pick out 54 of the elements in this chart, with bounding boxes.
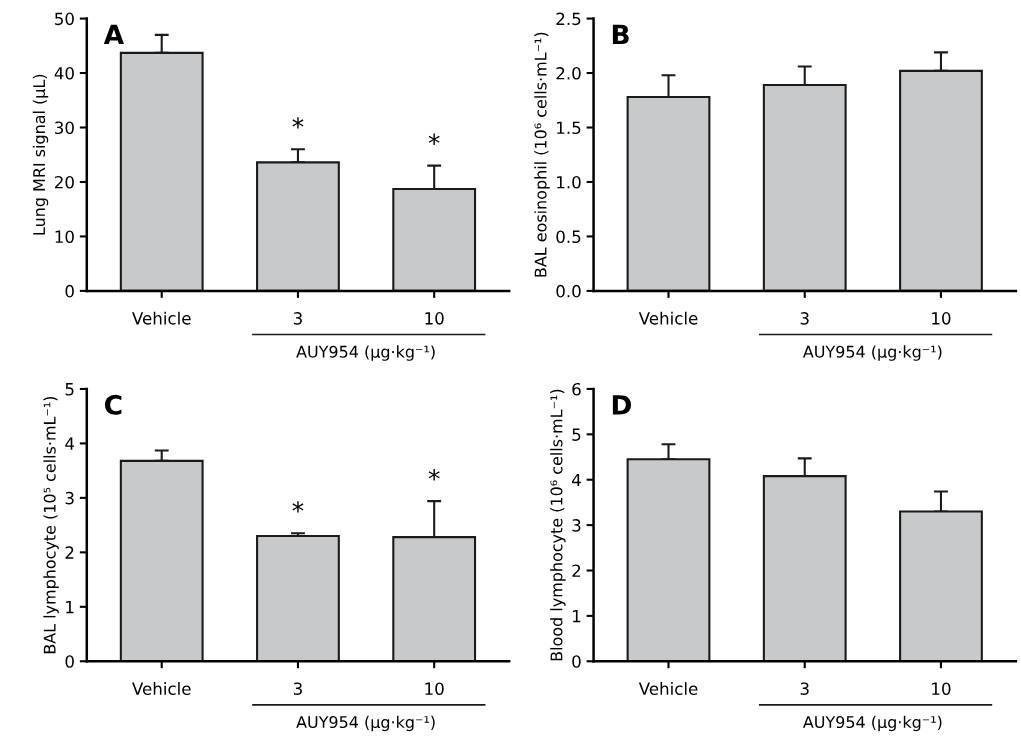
y-tick-label: 2.0	[556, 67, 581, 80]
chart-title: A	[103, 24, 124, 45]
x-tick-label: 10	[932, 312, 951, 325]
x-axis-title: AUY954 (µg·kg⁻¹)	[802, 715, 942, 732]
y-tick-label: 0.5	[556, 230, 581, 244]
x-tick-label: Vehicle	[638, 682, 698, 695]
annotation: *	[292, 501, 304, 513]
y-tick-label: 2	[65, 546, 74, 559]
y-tick-label: 5	[572, 428, 581, 441]
y-tick-label: 2.5	[556, 12, 581, 26]
x-axis-title: AUY954 (µg·kg⁻¹)	[802, 345, 942, 361]
y-tick-label: 3	[572, 519, 581, 532]
annotation: *	[428, 133, 440, 145]
y-tick-label: 3	[65, 491, 74, 505]
x-tick-label: 3	[293, 312, 302, 325]
y-tick-label: 0.0	[556, 284, 581, 298]
y-tick-label: 1.5	[557, 121, 581, 135]
chart-title: C	[104, 394, 122, 415]
y-tick-label: 40	[54, 67, 74, 80]
y-tick-label: 30	[55, 121, 74, 135]
x-tick-label: Vehicle	[132, 682, 191, 695]
y-tick-label: 1.0	[557, 175, 581, 189]
x-tick-label: Vehicle	[638, 311, 698, 325]
y-tick-label: 1	[572, 610, 581, 623]
y-axis-title: BAL eosinophil (10⁶ cells·mL⁻¹)	[534, 32, 550, 277]
x-tick-label: 10	[932, 682, 951, 695]
annotation: *	[292, 117, 304, 129]
x-tick-label: 3	[800, 312, 809, 325]
x-tick-label: 10	[425, 682, 444, 695]
y-tick-label: 10	[55, 230, 74, 244]
y-tick-label: 4	[571, 473, 581, 487]
x-tick-label: 3	[800, 682, 809, 695]
y-tick-label: 0	[572, 655, 581, 668]
y-tick-label: 6	[572, 382, 581, 396]
annotation: *	[428, 469, 440, 481]
chart-title: D	[612, 395, 631, 415]
y-tick-label: 50	[55, 12, 74, 26]
y-tick-label: 2	[572, 564, 581, 577]
y-tick-label: 0	[65, 284, 74, 298]
y-tick-label: 4	[65, 437, 75, 450]
x-axis-title: AUY954 (µg·kg⁻¹)	[296, 345, 435, 361]
y-tick-label: 1	[66, 600, 74, 614]
x-tick-label: 10	[425, 312, 444, 325]
x-axis-title: AUY954 (µg·kg⁻¹)	[296, 715, 435, 732]
chart-title: B	[612, 24, 629, 45]
bar	[256, 534, 340, 662]
y-tick-label: 0	[65, 655, 74, 668]
y-axis-title: Lung MRI signal (µL)	[32, 74, 49, 235]
y-tick-label: 5	[65, 383, 74, 396]
y-axis-title: Blood lymphocyte (10⁶ cells·mL⁻¹)	[550, 389, 566, 661]
x-tick-label: Vehicle	[132, 311, 191, 325]
y-tick-label: 20	[54, 175, 74, 189]
y-axis-title: BAL lymphocyte (10⁵ cells·mL⁻¹)	[43, 396, 59, 654]
x-tick-label: 3	[293, 682, 302, 695]
